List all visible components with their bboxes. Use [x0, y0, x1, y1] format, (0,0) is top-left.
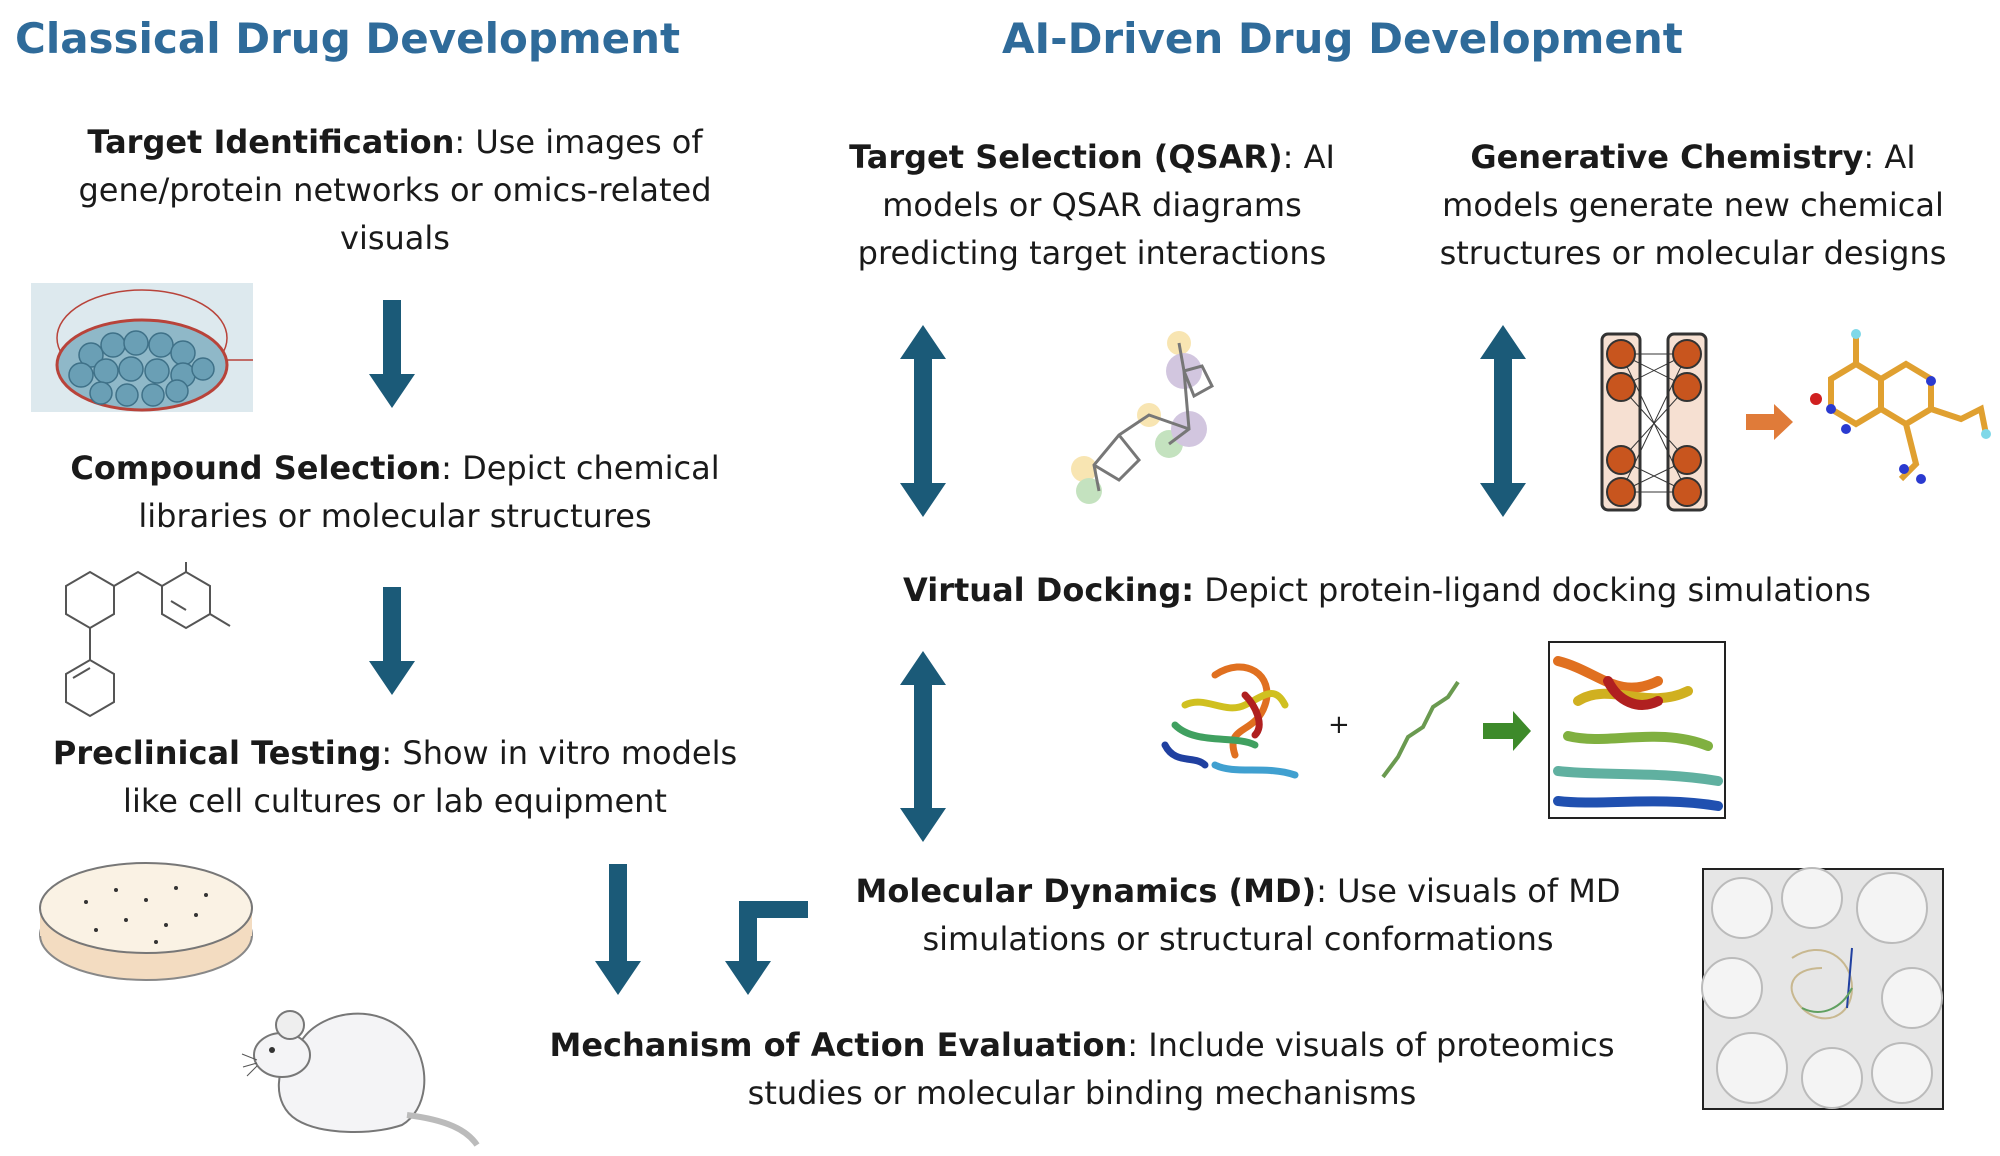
step-text: : Use visuals of MD simulations or struc… [922, 872, 1621, 958]
step-generative-chemistry: Generative Chemistry: AI models generate… [1413, 133, 1973, 277]
step-target-identification: Target Identification: Use images of gen… [45, 118, 745, 262]
cell-culture-image [31, 283, 253, 412]
step-text: : Use images of gene/protein networks or… [78, 123, 712, 257]
step-text: : Show in vitro models like cell culture… [123, 734, 738, 820]
step-text: : Depict chemical libraries or molecular… [138, 449, 720, 535]
step-label: Mechanism of Action Evaluation [549, 1026, 1128, 1064]
step-target-selection: Target Selection (QSAR): AI models or QS… [832, 133, 1352, 277]
arrow-down-icon [369, 300, 415, 408]
neural-network-image [1600, 332, 1708, 512]
classical-title: Classical Drug Development [15, 14, 681, 63]
chemical-structure-image [65, 562, 231, 718]
orange-arrow-icon [1746, 404, 1793, 440]
step-label: Molecular Dynamics (MD) [855, 872, 1317, 910]
step-mechanism-of-action: Mechanism of Action Evaluation: Include … [512, 1021, 1652, 1117]
step-label: Generative Chemistry [1470, 138, 1864, 176]
arrow-down-icon [595, 864, 641, 995]
green-arrow-icon [1483, 711, 1531, 751]
step-label: Target Identification [87, 123, 455, 161]
generated-molecule-image [1810, 329, 1991, 484]
step-text: : AI models or QSAR diagrams predicting … [857, 138, 1335, 272]
step-label: Virtual Docking: [903, 571, 1195, 609]
protein-image [1161, 663, 1299, 779]
docking-result-image [1548, 641, 1726, 819]
step-text: : AI models generate new chemical struct… [1439, 138, 1947, 272]
step-virtual-docking: Virtual Docking: Depict protein-ligand d… [837, 566, 1937, 614]
plus-sign: + [1328, 710, 1350, 740]
step-preclinical-testing: Preclinical Testing: Show in vitro model… [35, 729, 755, 825]
ligand-image [1381, 680, 1460, 779]
qsar-molecule-image [1071, 331, 1214, 504]
mouse-image [241, 1010, 480, 1147]
step-compound-selection: Compound Selection: Depict chemical libr… [35, 444, 755, 540]
petri-dish-image [39, 862, 253, 981]
step-label: Preclinical Testing [52, 734, 382, 772]
step-label: Compound Selection [70, 449, 442, 487]
ai-title: AI-Driven Drug Development [1002, 14, 1683, 63]
arrow-down-icon [369, 587, 415, 695]
step-text: Depict protein-ligand docking simulation… [1194, 571, 1871, 609]
step-text: : Include visuals of proteomics studies … [747, 1026, 1615, 1112]
double-arrow-icon [1480, 325, 1526, 517]
step-label: Target Selection (QSAR) [849, 138, 1283, 176]
md-simulation-image [1701, 867, 1944, 1110]
double-arrow-icon [900, 325, 946, 517]
step-molecular-dynamics: Molecular Dynamics (MD): Use visuals of … [828, 867, 1648, 963]
double-arrow-icon [900, 651, 946, 842]
elbow-arrow-icon [725, 901, 808, 995]
